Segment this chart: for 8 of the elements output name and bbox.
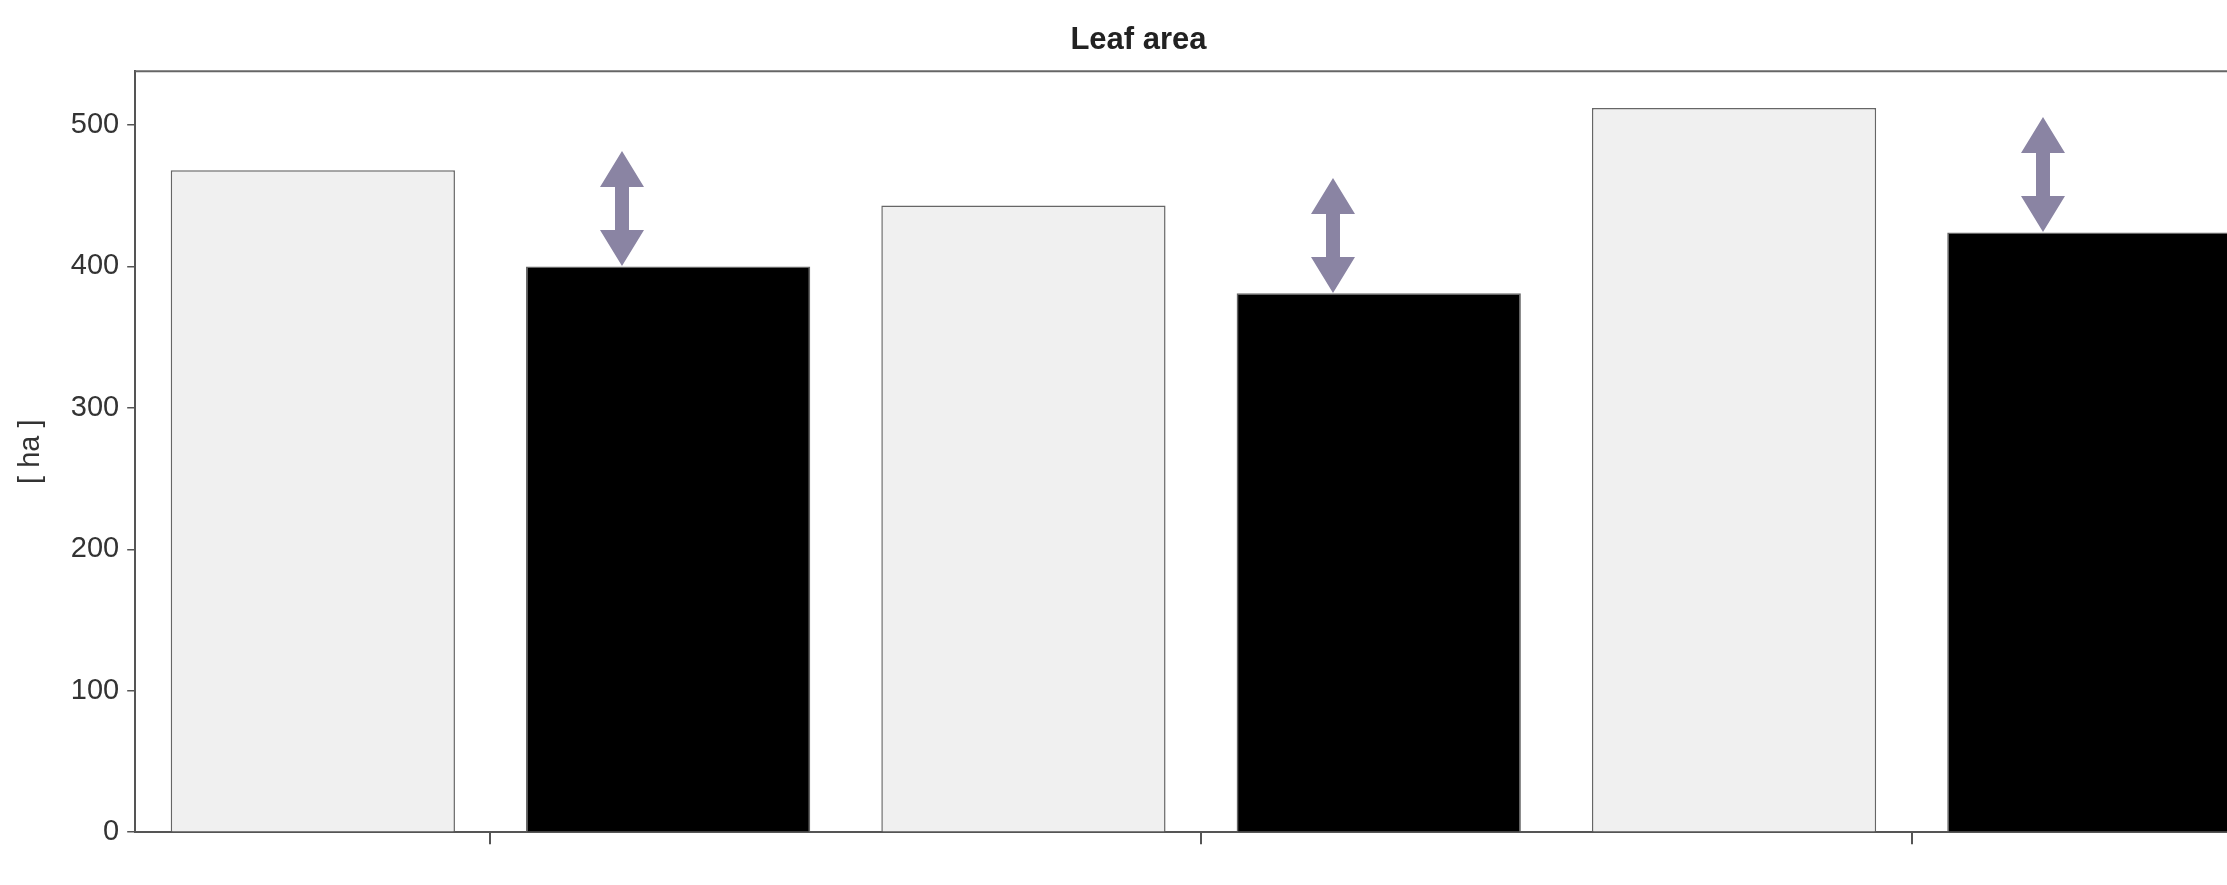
y-tick-label: 300 xyxy=(70,389,120,422)
y-tick-label: 100 xyxy=(70,672,120,705)
y-tick-label: 500 xyxy=(70,106,120,139)
y-tick-label: 0 xyxy=(103,814,120,847)
chart-title: Leaf area xyxy=(1070,21,1208,57)
y-tick-label: 400 xyxy=(70,248,120,281)
y-axis-title: [ ha ] xyxy=(13,419,46,484)
y-tick-label: 200 xyxy=(70,531,120,564)
